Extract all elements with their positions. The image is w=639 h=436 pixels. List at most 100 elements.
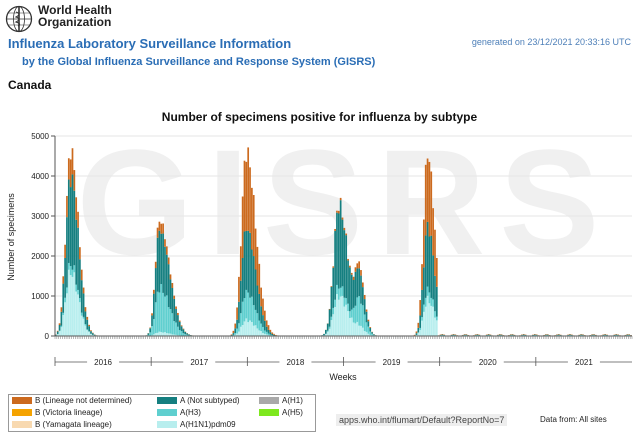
bar-segment-h3 — [337, 288, 340, 300]
legend-label: A(H1N1)pdm09 — [180, 420, 236, 429]
bar-segment-b — [153, 289, 155, 294]
bar-segment-not_subtyped — [345, 235, 348, 299]
bar-segment-h1n1 — [417, 333, 420, 336]
report-url[interactable]: apps.who.int/flumart/Default?ReportNo=7 — [336, 414, 508, 426]
bar-segment-not_subtyped — [230, 335, 233, 336]
bar-segment-h3 — [182, 333, 185, 336]
bar-segment-b — [269, 329, 272, 333]
bar-segment-h3 — [435, 316, 438, 321]
bar-segment-not_subtyped — [158, 230, 161, 293]
bar-segment-h3 — [64, 297, 66, 303]
bar-segment-b — [336, 210, 338, 213]
bar-segment-b — [86, 316, 89, 320]
bar-segment-b — [164, 239, 166, 247]
bar-segment-b — [356, 263, 359, 269]
bar-segment-h1n1 — [245, 318, 248, 336]
swatch — [157, 409, 177, 417]
swatch — [12, 397, 32, 405]
bar-segment-b — [419, 300, 422, 316]
bar-segment-not_subtyped — [153, 293, 155, 320]
bar-segment-b — [337, 210, 340, 214]
bar-segment-h3 — [339, 287, 342, 297]
bar-segment-b — [234, 323, 237, 329]
bar-segment-not_subtyped — [323, 333, 325, 336]
bar-segment-h3 — [361, 305, 364, 328]
bar-segment-b — [424, 164, 427, 236]
bar-segment-b — [178, 320, 181, 322]
bar-segment-h3 — [241, 301, 244, 325]
bar-segment-not_subtyped — [169, 279, 172, 310]
bar-segment-h1n1 — [90, 334, 92, 336]
bar-segment-b — [426, 158, 429, 222]
bar-segment-b — [328, 308, 331, 310]
bar-segment-h1n1 — [91, 334, 94, 336]
bar-segment-h1n1 — [350, 317, 353, 336]
bar-segment-b — [361, 282, 364, 288]
bar-segment-not_subtyped — [188, 334, 190, 336]
bar-segment-b — [245, 161, 248, 231]
bar-segment-b — [171, 283, 174, 288]
bar-segment-b — [332, 266, 335, 268]
bar-segment-not_subtyped — [426, 221, 429, 287]
bar-segment-h1n1 — [258, 330, 261, 336]
bar-segment-h1n1 — [363, 331, 366, 336]
bar-segment-not_subtyped — [341, 219, 344, 287]
year-label-bg — [567, 357, 600, 367]
bar-segment-h3 — [153, 319, 155, 335]
bar-segment-not_subtyped — [56, 331, 59, 335]
bar-segment-h3 — [426, 286, 429, 296]
bar-segment-not_subtyped — [234, 328, 237, 334]
bar-segment-not_subtyped — [243, 231, 246, 299]
bar-segment-b — [263, 310, 266, 321]
bar-segment-b — [182, 328, 185, 330]
bar-segment-h3 — [69, 266, 72, 276]
bar-segment-h1n1 — [67, 269, 70, 336]
bar-segment-b — [180, 325, 183, 327]
bar-segment-not_subtyped — [269, 332, 272, 335]
bar-segment-h3 — [156, 291, 159, 333]
bar-segment-h1n1 — [349, 317, 351, 336]
org-line-1: World Health — [38, 3, 112, 17]
bar-segment-b — [360, 270, 362, 276]
country-name: Canada — [8, 78, 52, 92]
bar-segment-h3 — [352, 307, 355, 323]
bar-segment-h3 — [369, 331, 372, 335]
bar-segment-not_subtyped — [361, 287, 364, 306]
bar-segment-b — [238, 276, 240, 302]
bar-segment-b — [413, 334, 416, 336]
bar-segment-not_subtyped — [90, 331, 92, 334]
bar-segment-h1n1 — [262, 333, 264, 336]
bar-segment-b — [258, 263, 261, 294]
bar-segment-not_subtyped — [64, 257, 66, 298]
bar-segment-not_subtyped — [239, 280, 242, 314]
bar-segment-h3 — [341, 286, 344, 296]
year-label-bg — [183, 357, 216, 367]
bar-segment-h1n1 — [252, 325, 255, 336]
bar-segment-not_subtyped — [260, 306, 262, 324]
bar-segment-h1n1 — [82, 318, 85, 336]
bar-segment-h3 — [423, 304, 425, 312]
bar-segment-h3 — [60, 325, 63, 328]
bar-segment-not_subtyped — [149, 328, 152, 333]
bar-segment-not_subtyped — [164, 246, 166, 297]
bar-segment-b — [341, 217, 344, 220]
legend-item-a-h1: A(H1) — [259, 396, 303, 406]
bar-segment-not_subtyped — [238, 301, 240, 324]
bar-segment-h1n1 — [77, 294, 79, 336]
bar-segment-b — [430, 171, 433, 236]
bar-segment-not_subtyped — [236, 319, 238, 329]
bar-segment-not_subtyped — [424, 235, 427, 298]
bar-segment-not_subtyped — [256, 285, 259, 314]
bar-segment-h1n1 — [69, 275, 72, 336]
legend-label: B (Lineage not determined) — [35, 396, 132, 405]
bar-segment-b — [80, 269, 83, 281]
bar-segment-h1n1 — [369, 334, 372, 336]
bar-segment-h1n1 — [424, 306, 427, 336]
bar-segment-not_subtyped — [349, 267, 351, 312]
bar-segment-b — [252, 195, 255, 257]
bar-segment-not_subtyped — [241, 258, 244, 302]
bar-segment-h1n1 — [251, 322, 253, 336]
bar-segment-h3 — [171, 313, 174, 335]
legend-item-a-not-subtyped: A (Not subtyped) — [157, 396, 240, 406]
legend-label: B (Victoria lineage) — [35, 408, 103, 417]
